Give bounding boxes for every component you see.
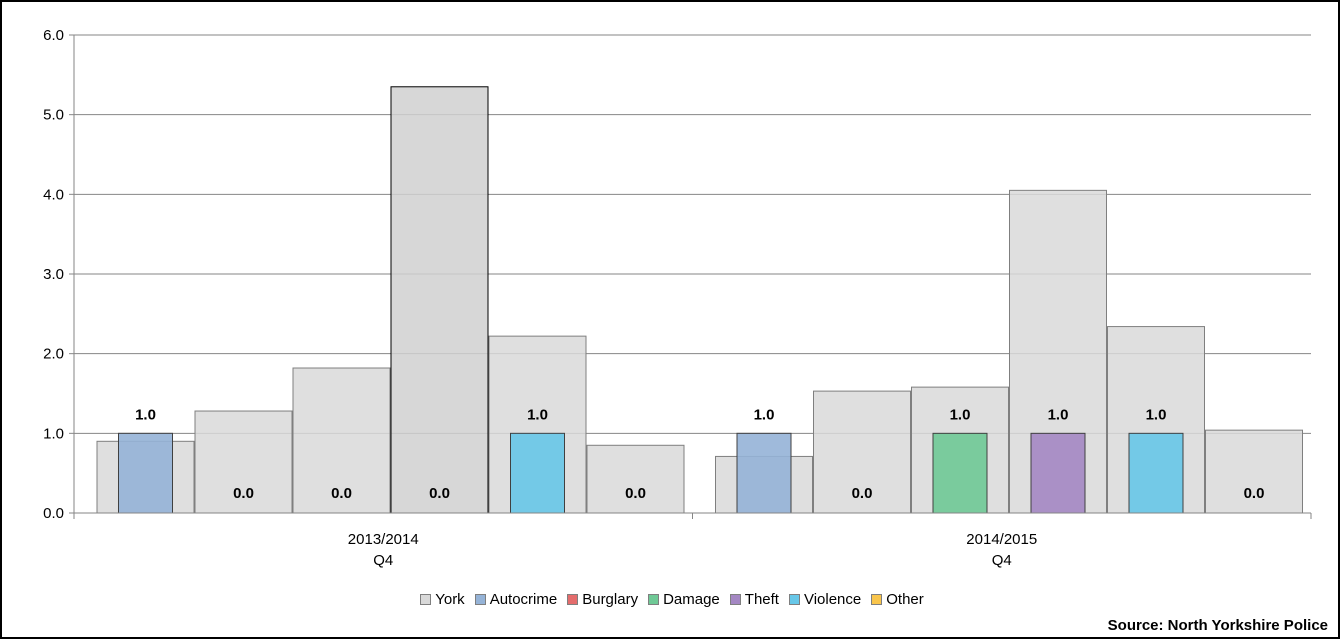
york-bar [586, 444, 685, 514]
y-tick-label: 5.0 [43, 107, 64, 124]
x-category-label: 2013/2014 [348, 531, 419, 548]
bar-theft [1030, 432, 1086, 514]
legend-swatch [788, 594, 800, 605]
data-label: 0.0 [429, 485, 450, 502]
bar-autocrime [118, 432, 173, 514]
legend-label: Violence [803, 591, 862, 608]
legend-label: Autocrime [489, 591, 558, 608]
york-bars [96, 86, 1303, 514]
data-label: 1.0 [1048, 406, 1069, 423]
category-labels: 2013/2014 Q4 2014/2015 Q4 [348, 531, 1037, 569]
x-category-sublabel: Q4 [992, 552, 1012, 569]
legend: York Autocrime Burglary Damage Theft Violence… [2, 591, 1340, 608]
legend-item-york: York [420, 591, 465, 608]
legend-swatch [567, 594, 579, 605]
source-note: Source: North Yorkshire Police [1107, 617, 1328, 634]
york-bar [1205, 429, 1303, 514]
legend-label: Other [886, 591, 924, 608]
bar-violence [510, 432, 565, 514]
legend-label: Damage [663, 591, 720, 608]
york-bar [390, 86, 489, 514]
legend-item-damage: Damage [648, 591, 720, 608]
data-label: 0.0 [852, 485, 873, 502]
legend-swatch [474, 594, 486, 605]
bar-violence [1128, 432, 1184, 514]
data-label: 0.0 [331, 485, 352, 502]
y-tick-label: 3.0 [43, 266, 64, 283]
legend-item-other: Other [871, 591, 924, 608]
y-tick-label: 4.0 [43, 186, 64, 203]
york-bar [292, 367, 391, 514]
bar-damage [932, 432, 988, 514]
data-label: 1.0 [135, 406, 156, 423]
x-category-label: 2014/2015 [966, 531, 1037, 548]
bar-autocrime [736, 432, 792, 514]
y-tick-label: 6.0 [43, 27, 64, 44]
data-label: 0.0 [233, 485, 254, 502]
legend-swatch [420, 594, 432, 605]
y-tick-label: 1.0 [43, 425, 64, 442]
york-bar [194, 410, 293, 514]
x-category-sublabel: Q4 [373, 552, 393, 569]
y-axis-ticks: 0.0 1.0 2.0 3.0 4.0 5.0 6.0 [43, 27, 74, 522]
local-bars [118, 432, 1184, 514]
data-label: 1.0 [754, 406, 775, 423]
legend-swatch [729, 594, 741, 605]
data-label: 1.0 [950, 406, 971, 423]
data-label: 1.0 [1146, 406, 1167, 423]
legend-label: Burglary [582, 591, 639, 608]
legend-item-theft: Theft [729, 591, 779, 608]
legend-item-burglary: Burglary [567, 591, 638, 608]
legend-item-violence: Violence [788, 591, 862, 608]
y-tick-label: 2.0 [43, 346, 64, 363]
data-labels: 1.0 0.0 0.0 0.0 1.0 0.0 1.0 0.0 1.0 1.0 1.0 0.0 [135, 406, 1264, 502]
data-label: 0.0 [1244, 485, 1265, 502]
legend-item-autocrime: Autocrime [474, 591, 558, 608]
y-tick-label: 0.0 [43, 505, 64, 522]
legend-swatch [648, 594, 660, 605]
data-label: 0.0 [625, 485, 646, 502]
legend-swatch [871, 594, 883, 605]
legend-label: Theft [744, 591, 779, 608]
data-label: 1.0 [527, 406, 548, 423]
legend-label: York [435, 591, 465, 608]
axes [73, 35, 1312, 519]
